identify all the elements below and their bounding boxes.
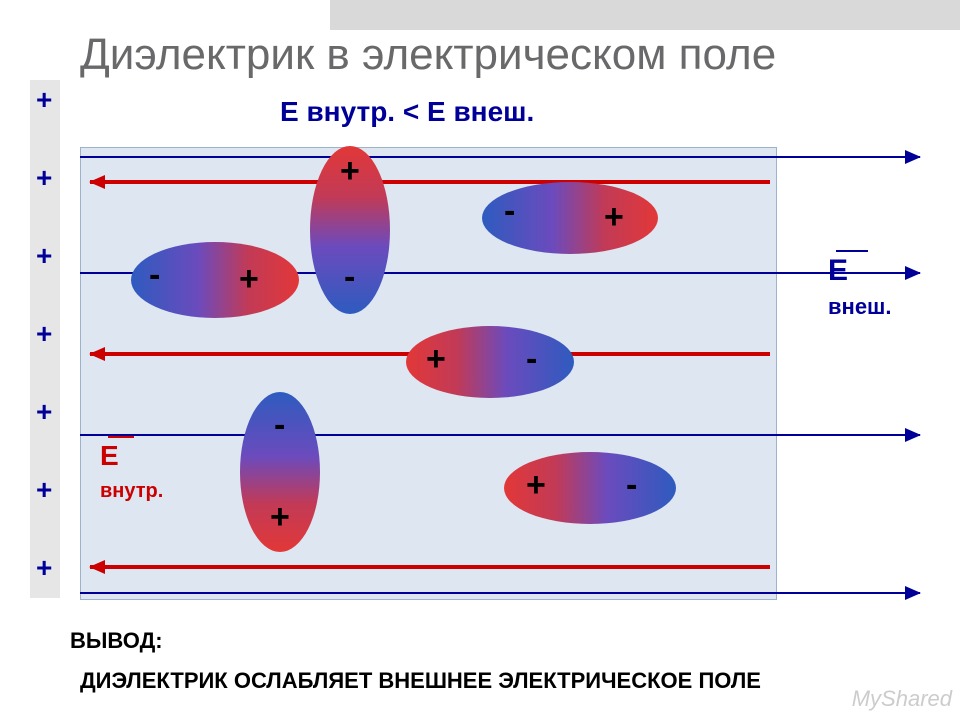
- subtitle-relation: Е внутр. < Е внеш.: [280, 96, 534, 128]
- label-e-external: Е внеш.: [828, 254, 892, 322]
- plate-plus: +: [36, 396, 52, 428]
- conclusion-label: ВЫВОД:: [70, 628, 163, 654]
- dipole-minus: -: [526, 340, 537, 379]
- label-e-ext-sub: внеш.: [828, 294, 892, 319]
- label-e-int-E: Е: [100, 440, 119, 471]
- plate-plus: +: [36, 552, 52, 584]
- plate-plus: +: [36, 84, 52, 116]
- dipole: +-: [131, 242, 299, 318]
- dipole: +-: [406, 326, 574, 398]
- vector-bar-ext: [836, 250, 868, 252]
- dipole-plus: +: [604, 198, 624, 237]
- dipole-plus: +: [270, 498, 290, 537]
- dipole: +-: [504, 452, 676, 524]
- dipole-minus: -: [344, 258, 355, 297]
- external-field-arrow: [80, 434, 920, 436]
- dipole-plus: +: [426, 340, 446, 379]
- dipole-minus: -: [626, 466, 637, 505]
- dipole: +-: [482, 182, 658, 254]
- dipole-minus: -: [149, 256, 160, 295]
- internal-field-arrow: [90, 180, 770, 184]
- top-accent-bar: [330, 0, 960, 30]
- dipole-plus: +: [239, 260, 259, 299]
- dipole: +-: [310, 146, 390, 314]
- label-e-internal: Е внутр.: [100, 440, 163, 504]
- dipole-minus: -: [504, 192, 515, 231]
- plate-plus: +: [36, 474, 52, 506]
- dipole-plus: +: [526, 466, 546, 505]
- vector-bar-int: [108, 436, 134, 438]
- external-field-arrow: [80, 592, 920, 594]
- watermark: MyShared: [852, 686, 952, 712]
- plate-plus: +: [36, 162, 52, 194]
- external-field-arrow: [80, 156, 920, 158]
- plate-plus: +: [36, 318, 52, 350]
- page-title: Диэлектрик в электрическом поле: [80, 30, 776, 80]
- conclusion-text: ДИЭЛЕКТРИК ОСЛАБЛЯЕТ ВНЕШНЕЕ ЭЛЕКТРИЧЕСК…: [80, 668, 761, 694]
- plate-plus: +: [36, 240, 52, 272]
- label-e-int-sub: внутр.: [100, 480, 163, 502]
- internal-field-arrow: [90, 565, 770, 569]
- dipole-plus: +: [340, 152, 360, 191]
- label-e-ext-E: Е: [828, 254, 848, 287]
- slide: Диэлектрик в электрическом поле Е внутр.…: [0, 0, 960, 720]
- dipole: +-: [240, 392, 320, 552]
- dipole-minus: -: [274, 406, 285, 445]
